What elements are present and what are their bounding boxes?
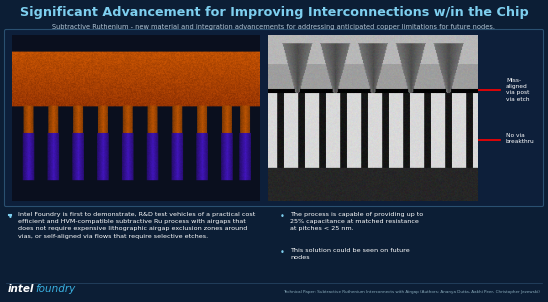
Text: •: • (279, 212, 284, 221)
Text: Subtractive Ruthenium - new material and integration advancements for addressing: Subtractive Ruthenium - new material and… (53, 24, 495, 30)
Text: Copper: Copper (56, 78, 106, 91)
Text: Technical Paper: Subtractive Ruthenium Interconnects with Airgap (Authors: Anany: Technical Paper: Subtractive Ruthenium I… (283, 290, 540, 294)
Text: •: • (279, 248, 284, 257)
Text: Miss-
aligned
via post
via etch: Miss- aligned via post via etch (506, 78, 529, 101)
Text: This solution could be seen on future
nodes: This solution could be seen on future no… (290, 248, 410, 260)
Text: Significant Advancement for Improving Interconnections w/in the Chip: Significant Advancement for Improving In… (20, 6, 528, 19)
Text: No via
breakthru: No via breakthru (506, 133, 535, 144)
Text: Subtractive Ru layer: Subtractive Ru layer (84, 152, 188, 161)
Text: Aligned
via post
via etch: Aligned via post via etch (271, 85, 294, 102)
Text: •: • (8, 213, 13, 222)
Text: Intel Foundry is first to demonstrate, R&D test vehicles of a practical cost
eff: Intel Foundry is first to demonstrate, R… (18, 212, 255, 239)
Text: foundry: foundry (35, 284, 75, 294)
FancyBboxPatch shape (4, 30, 544, 207)
Text: The process is capable of providing up to
25% capacitance at matched resistance
: The process is capable of providing up t… (290, 212, 423, 231)
Text: intel: intel (8, 284, 35, 294)
Text: Ru lines: Ru lines (347, 182, 378, 191)
